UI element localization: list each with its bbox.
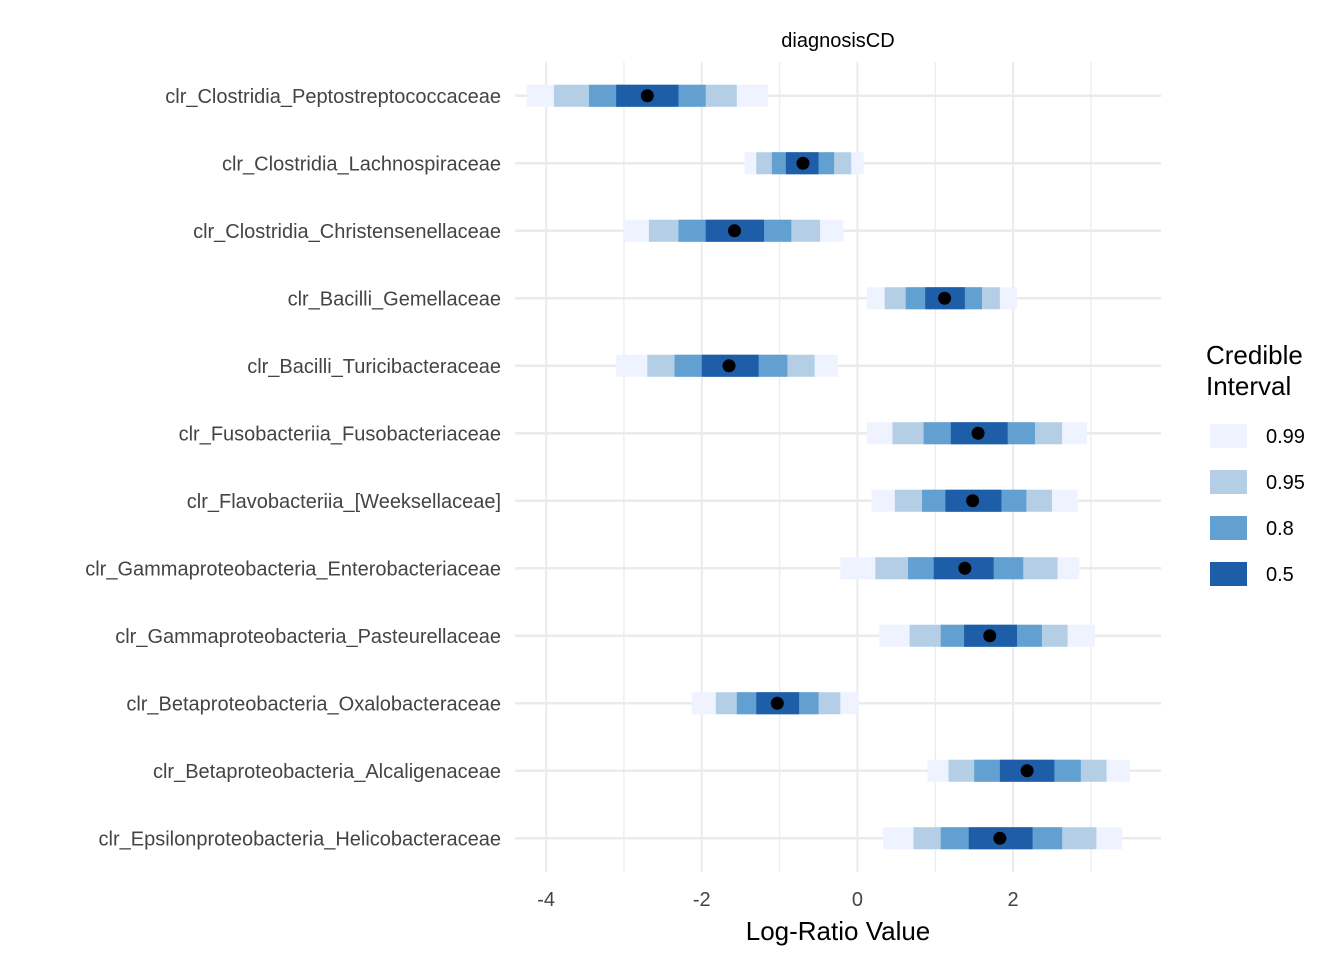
legend-label: 0.99 <box>1266 426 1305 448</box>
median-point <box>966 494 980 508</box>
median-point <box>727 224 741 238</box>
y-tick-label: clr_Flavobacteriia_[Weeksellaceae] <box>187 491 501 513</box>
legend-swatch <box>1210 424 1247 448</box>
x-tick-label: 2 <box>1008 889 1019 911</box>
y-tick-label: clr_Gammaproteobacteria_Enterobacteriace… <box>85 558 501 580</box>
y-tick-label: clr_Gammaproteobacteria_Pasteurellaceae <box>115 626 501 648</box>
x-tick-label: -4 <box>537 889 555 911</box>
interval-row <box>927 759 1130 782</box>
interval-row <box>879 624 1095 647</box>
median-point <box>938 291 952 305</box>
median-point <box>958 561 972 575</box>
facet-title: diagnosisCD <box>781 30 894 52</box>
legend-swatch <box>1210 562 1247 586</box>
interval-row <box>616 354 838 377</box>
y-tick-label: clr_Epsilonproteobacteria_Helicobacterac… <box>99 828 501 850</box>
interval-row <box>883 827 1123 850</box>
median-point <box>983 629 997 643</box>
interval-row <box>691 692 860 715</box>
legend-label: 0.5 <box>1266 564 1294 586</box>
y-tick-label: clr_Bacilli_Turicibacteraceae <box>247 356 501 378</box>
y-tick-label: clr_Betaproteobacteria_Alcaligenaceae <box>153 761 501 783</box>
interval-row <box>871 489 1078 512</box>
x-axis-title: Log-Ratio Value <box>746 916 931 946</box>
interval-row <box>866 422 1088 445</box>
legend-label: 0.8 <box>1266 518 1294 540</box>
legend-title: Credible <box>1206 340 1303 370</box>
legend-title: Interval <box>1206 371 1291 401</box>
median-point <box>640 89 654 103</box>
legend-swatch <box>1210 516 1247 540</box>
intervals <box>526 84 1130 850</box>
y-tick-label: clr_Bacilli_Gemellaceae <box>288 288 501 310</box>
interval-row <box>623 219 844 242</box>
x-axis-labels: -4 -2 0 2 <box>537 889 1018 911</box>
y-axis-labels: clr_Clostridia_Peptostreptococcaceae clr_… <box>85 86 501 851</box>
median-point <box>971 426 985 440</box>
y-tick-label: clr_Betaproteobacteria_Oxalobacteraceae <box>126 693 501 715</box>
interval-row <box>866 287 1018 310</box>
median-point <box>993 831 1007 845</box>
x-tick-label: -2 <box>693 889 711 911</box>
legend-swatch <box>1210 470 1247 494</box>
x-tick-label: 0 <box>852 889 863 911</box>
median-point <box>722 359 736 373</box>
y-tick-label: clr_Fusobacteriia_Fusobacteriaceae <box>179 423 501 445</box>
legend-label: 0.95 <box>1266 472 1305 494</box>
median-point <box>770 696 784 710</box>
y-tick-label: clr_Clostridia_Christensenellaceae <box>193 221 501 243</box>
interval-row <box>526 84 768 107</box>
y-tick-label: clr_Clostridia_Peptostreptococcaceae <box>165 86 501 108</box>
median-point <box>1020 764 1034 778</box>
interval-row <box>840 557 1080 580</box>
interval-row <box>744 152 864 175</box>
median-point <box>796 156 810 170</box>
y-tick-label: clr_Clostridia_Lachnospiraceae <box>222 153 501 175</box>
